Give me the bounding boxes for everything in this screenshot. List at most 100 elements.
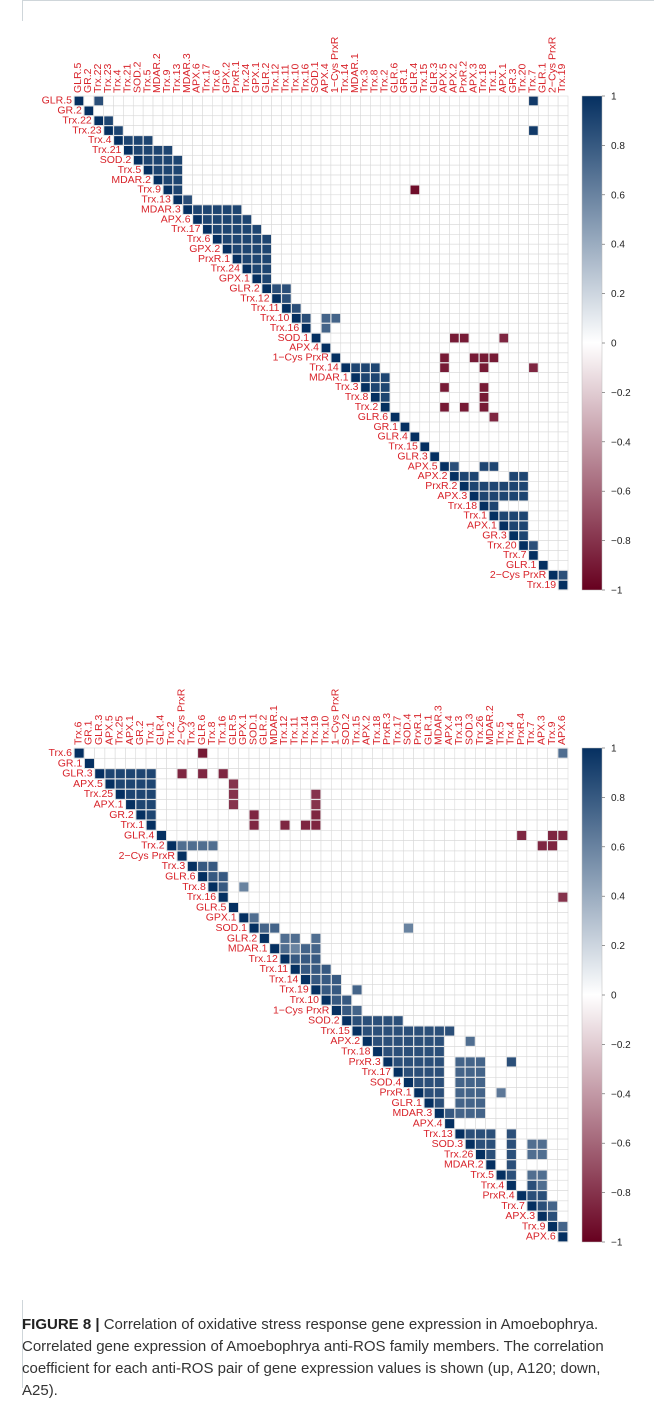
grid-cell: [370, 115, 381, 126]
grid-cell: [300, 145, 312, 156]
grid-cell: [516, 932, 528, 944]
grid-cell: [488, 164, 500, 176]
grid-cell: [449, 273, 460, 285]
row-label-mdar-1: MDAR.1: [228, 943, 268, 955]
grid-cell: [498, 500, 510, 512]
grid-cell: [152, 135, 164, 146]
grid-cell: [269, 891, 281, 903]
grid-cell: [231, 125, 243, 136]
grid-cell: [557, 145, 569, 156]
grid-cell: [478, 243, 490, 255]
grid-cell: [330, 184, 342, 196]
correlation-cell-trx-16-trx-16: [218, 892, 228, 902]
grid-cell: [464, 840, 476, 852]
grid-cell: [547, 943, 559, 955]
grid-cell: [526, 850, 538, 862]
grid-cell: [444, 1087, 456, 1099]
grid-cell: [212, 164, 223, 176]
row-label-trx-9: Trx.9: [522, 1220, 546, 1232]
grid-cell: [413, 747, 425, 759]
grid-cell: [310, 902, 322, 913]
correlation-cell-2-cys-prxr-2-cys-prxr: [177, 851, 187, 861]
grid-cell: [516, 1035, 528, 1047]
grid-cell: [238, 891, 250, 903]
correlation-cell-trx-2-glr-6: [198, 841, 208, 851]
grid-cell: [423, 860, 435, 872]
grid-cell: [516, 891, 528, 903]
grid-cell: [488, 392, 500, 403]
correlation-cell-prxr-4-trx-7: [527, 1191, 537, 1201]
grid-cell: [547, 747, 559, 759]
grid-cell: [475, 1046, 486, 1058]
grid-cell: [508, 145, 519, 156]
row-label-sod-2: SOD.2: [308, 1015, 340, 1027]
grid-cell: [505, 1046, 517, 1058]
grid-cell: [508, 352, 519, 364]
column-label-glr-5: GLR.5: [72, 62, 84, 93]
grid-cell: [291, 263, 302, 275]
grid-cell: [281, 115, 292, 126]
grid-cell: [557, 799, 569, 811]
grid-cell: [330, 799, 342, 811]
grid-cell: [488, 135, 500, 146]
grid-cell: [429, 421, 440, 433]
grid-cell: [478, 184, 490, 196]
grid-cell: [382, 747, 394, 759]
correlation-cell-apx-5-glr-5: [228, 779, 239, 789]
grid-cell: [495, 922, 507, 934]
grid-cell: [505, 902, 517, 913]
grid-cell: [192, 145, 203, 156]
grid-cell: [528, 352, 539, 364]
correlation-cell-trx-21-mdar-2: [153, 146, 163, 155]
grid-cell: [186, 819, 198, 831]
grid-cell: [516, 1004, 528, 1016]
grid-cell: [238, 809, 250, 821]
column-label-trx-14: Trx.14: [339, 63, 351, 93]
row-label-apx-6: APX.6: [161, 213, 191, 225]
column-label-sod-1: SOD.1: [309, 61, 321, 93]
correlation-cell-trx-3-trx-18: [479, 383, 489, 392]
grid-cell: [350, 293, 361, 304]
grid-cell: [505, 1077, 517, 1088]
correlation-cell-trx-16-apx-4: [321, 323, 331, 333]
grid-cell: [379, 253, 391, 265]
correlation-cell-glr-3-glr-3: [95, 769, 105, 779]
grid-cell: [495, 902, 507, 913]
grid-cell: [485, 1004, 497, 1016]
grid-cell: [547, 819, 559, 831]
grid-cell: [547, 135, 559, 146]
correlation-cell-trx-17-trx-24: [242, 225, 252, 234]
grid-cell: [485, 932, 497, 944]
grid-cell: [429, 263, 440, 275]
grid-cell: [320, 850, 332, 862]
grid-cell: [176, 819, 188, 831]
grid-cell: [202, 125, 213, 136]
grid-cell: [468, 174, 480, 186]
grid-cell: [485, 1015, 497, 1027]
grid-cell: [300, 850, 312, 862]
grid-cell: [320, 819, 332, 831]
grid-cell: [413, 1004, 425, 1016]
grid-cell: [528, 372, 539, 383]
grid-cell: [172, 105, 183, 117]
grid-cell: [162, 95, 174, 107]
grid-cell: [505, 778, 517, 790]
grid-cell: [459, 451, 470, 462]
color-scale-tick-label: −0.2: [611, 388, 631, 399]
grid-cell: [516, 963, 528, 975]
grid-cell: [192, 125, 203, 136]
grid-cell: [444, 1004, 456, 1016]
grid-cell: [379, 115, 391, 126]
grid-cell: [478, 293, 490, 304]
row-label-sod-4: SOD.4: [370, 1076, 402, 1088]
column-label-trx-13: Trx.13: [171, 63, 183, 93]
grid-cell: [454, 860, 466, 872]
grid-cell: [526, 1097, 538, 1109]
row-label-trx-19: Trx.19: [527, 579, 557, 591]
grid-cell: [399, 115, 411, 126]
column-label-trx-8: Trx.8: [206, 721, 218, 745]
correlation-cell-trx-1-apx-1: [499, 511, 509, 521]
grid-cell: [488, 322, 500, 334]
grid-cell: [403, 860, 414, 872]
grid-cell: [485, 1056, 497, 1068]
